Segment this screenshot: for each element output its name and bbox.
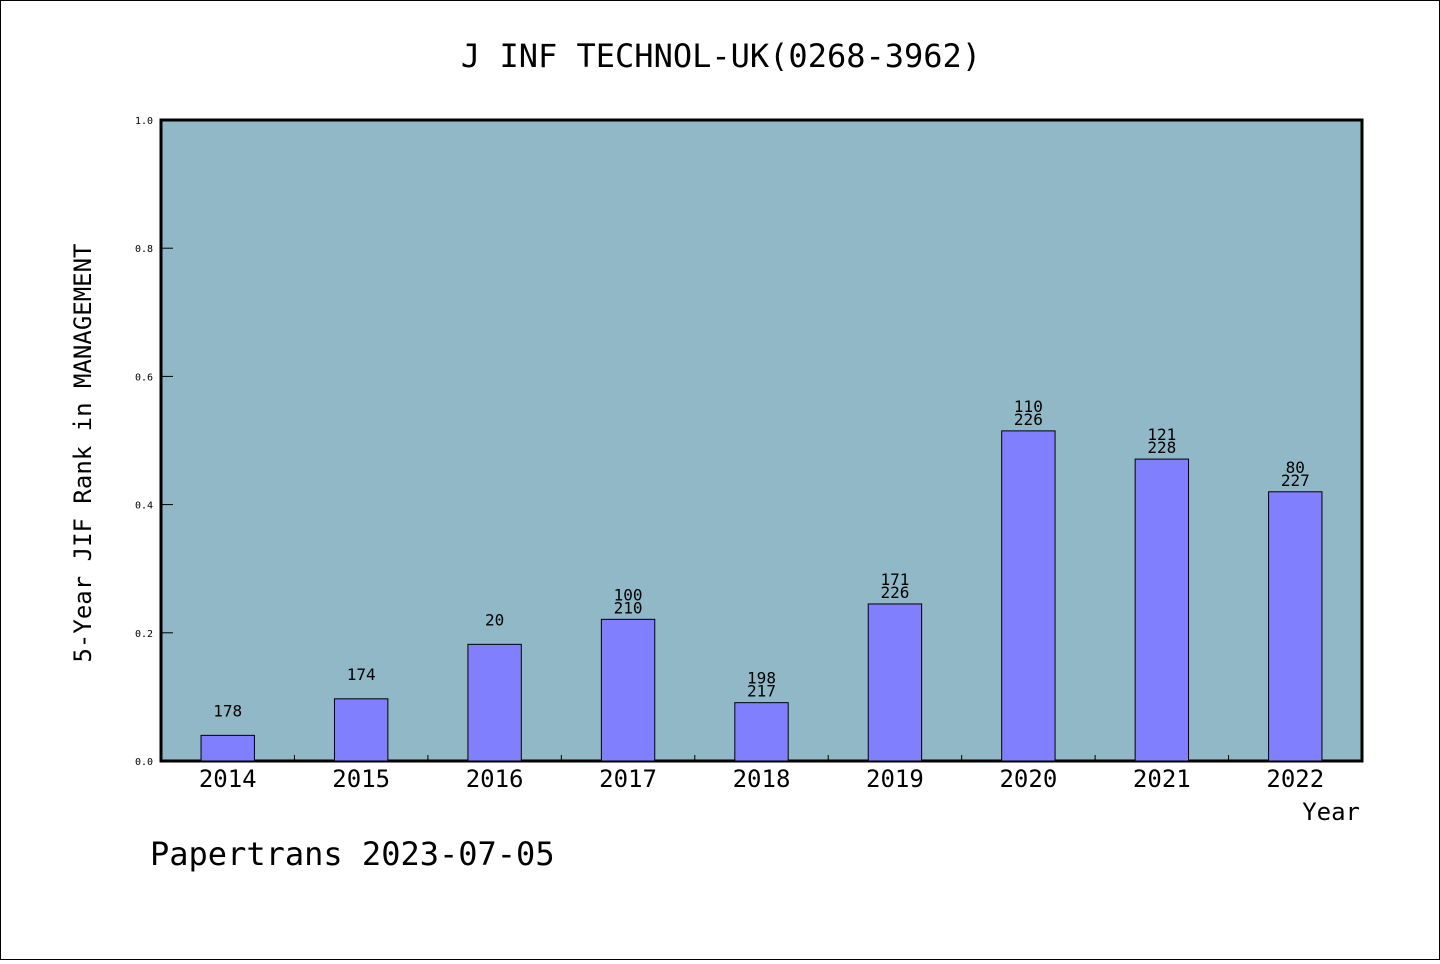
chart-title: J INF TECHNOL-UK(0268-3962) — [461, 37, 981, 75]
bar-label-rank: 80 — [1286, 458, 1305, 477]
y-tick-label: 0.2 — [135, 629, 153, 640]
y-tick-label: 0.6 — [135, 372, 153, 383]
x-axis-label: Year — [1302, 798, 1360, 826]
x-tick-label: 2016 — [466, 765, 524, 793]
bar-label-rank: 20 — [485, 610, 504, 629]
bars: 1781742021010021719822617122611022812122… — [200, 397, 1323, 762]
bar-label-total: 226 — [880, 583, 909, 602]
x-axis: 2014 2015 2016 2017 2018 2019 2020 2021 2022 — [199, 755, 1324, 793]
bar-2016 — [467, 643, 522, 762]
y-tick-label: 0.4 — [135, 501, 153, 512]
y-axis: 0.0 0.2 0.4 0.6 0.8 1.0 — [135, 116, 173, 768]
bar-2022 — [1268, 491, 1323, 762]
bar-label-rank: 100 — [614, 585, 643, 604]
footer-credit: Papertrans 2023-07-05 — [150, 835, 555, 873]
x-tick-label: 2020 — [999, 765, 1057, 793]
bar-2017 — [600, 618, 656, 762]
x-tick-label: 2015 — [332, 765, 390, 793]
y-axis-label: 5-Year JIF Rank in MANAGEMENT — [69, 243, 97, 662]
x-tick-label: 2018 — [733, 765, 791, 793]
bar-label-rank: 171 — [880, 570, 909, 589]
x-tick-label: 2019 — [866, 765, 924, 793]
bar-label-rank: 178 — [213, 701, 242, 720]
bar-2015 — [333, 698, 389, 762]
y-tick-label: 1.0 — [135, 116, 153, 127]
bar-label-total: 210 — [614, 598, 643, 617]
bar-label-total: 226 — [1014, 410, 1043, 429]
bar-2018 — [734, 702, 789, 762]
bar-label-rank: 110 — [1014, 397, 1043, 416]
x-tick-label: 2022 — [1266, 765, 1324, 793]
x-tick-label: 2021 — [1133, 765, 1191, 793]
bar-2014 — [200, 734, 255, 762]
bar-label-rank: 174 — [347, 665, 376, 684]
bar-label-total: 227 — [1281, 471, 1310, 490]
bar-label-rank: 198 — [747, 669, 776, 688]
x-tick-label: 2014 — [199, 765, 257, 793]
bar-2019 — [867, 603, 923, 762]
y-tick-label: 0.8 — [135, 244, 153, 255]
bar-label-total: 228 — [1147, 438, 1176, 457]
bar-2020 — [1001, 430, 1056, 762]
bar-label-total: 217 — [747, 682, 776, 701]
bar-label-rank: 121 — [1147, 425, 1176, 444]
x-tick-label: 2017 — [599, 765, 657, 793]
y-tick-label: 0.0 — [135, 757, 153, 768]
bar-2021 — [1134, 458, 1190, 762]
